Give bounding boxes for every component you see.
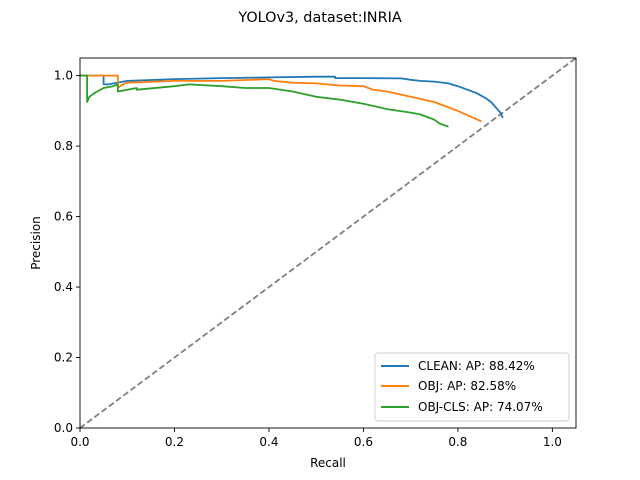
x-tick-label: 1.0 xyxy=(543,435,562,449)
x-tick-label: 0.0 xyxy=(70,435,89,449)
y-tick-label: 0.4 xyxy=(54,280,73,294)
x-tick-label: 0.4 xyxy=(259,435,278,449)
x-tick-label: 0.2 xyxy=(165,435,184,449)
series-clean-line xyxy=(80,74,504,119)
x-axis-label: Recall xyxy=(310,456,346,470)
y-axis-label: Precision xyxy=(29,216,43,270)
plot-area xyxy=(79,57,577,429)
legend-label-obj-cls: OBJ-CLS: AP: 74.07% xyxy=(418,400,543,414)
y-tick-label: 1.0 xyxy=(54,69,73,83)
legend-box xyxy=(374,352,570,422)
legend-label-obj: OBJ: AP: 82.58% xyxy=(418,379,516,393)
series-obj-cls-line xyxy=(80,74,449,128)
y-tick-label: 0.6 xyxy=(54,210,73,224)
y-axis-ticks: 0.0 0.2 0.4 0.6 0.8 1.0 xyxy=(54,69,80,435)
y-tick-label: 0.8 xyxy=(54,139,73,153)
reference-diagonal-line xyxy=(79,57,577,429)
x-tick-label: 0.8 xyxy=(448,435,467,449)
series-layer xyxy=(80,74,504,128)
chart-title: YOLOv3, dataset:INRIA xyxy=(237,10,401,26)
x-tick-label: 0.6 xyxy=(354,435,373,449)
legend-label-clean: CLEAN: AP: 88.42% xyxy=(418,359,535,373)
axes-frame xyxy=(79,57,577,429)
y-tick-label: 0.2 xyxy=(54,351,73,365)
series-obj-line xyxy=(80,74,482,123)
x-axis-ticks: 0.0 0.2 0.4 0.6 0.8 1.0 xyxy=(70,428,562,449)
y-tick-label: 0.0 xyxy=(54,421,73,435)
legend: CLEAN: AP: 88.42% OBJ: AP: 82.58% OBJ-CL… xyxy=(374,352,570,422)
